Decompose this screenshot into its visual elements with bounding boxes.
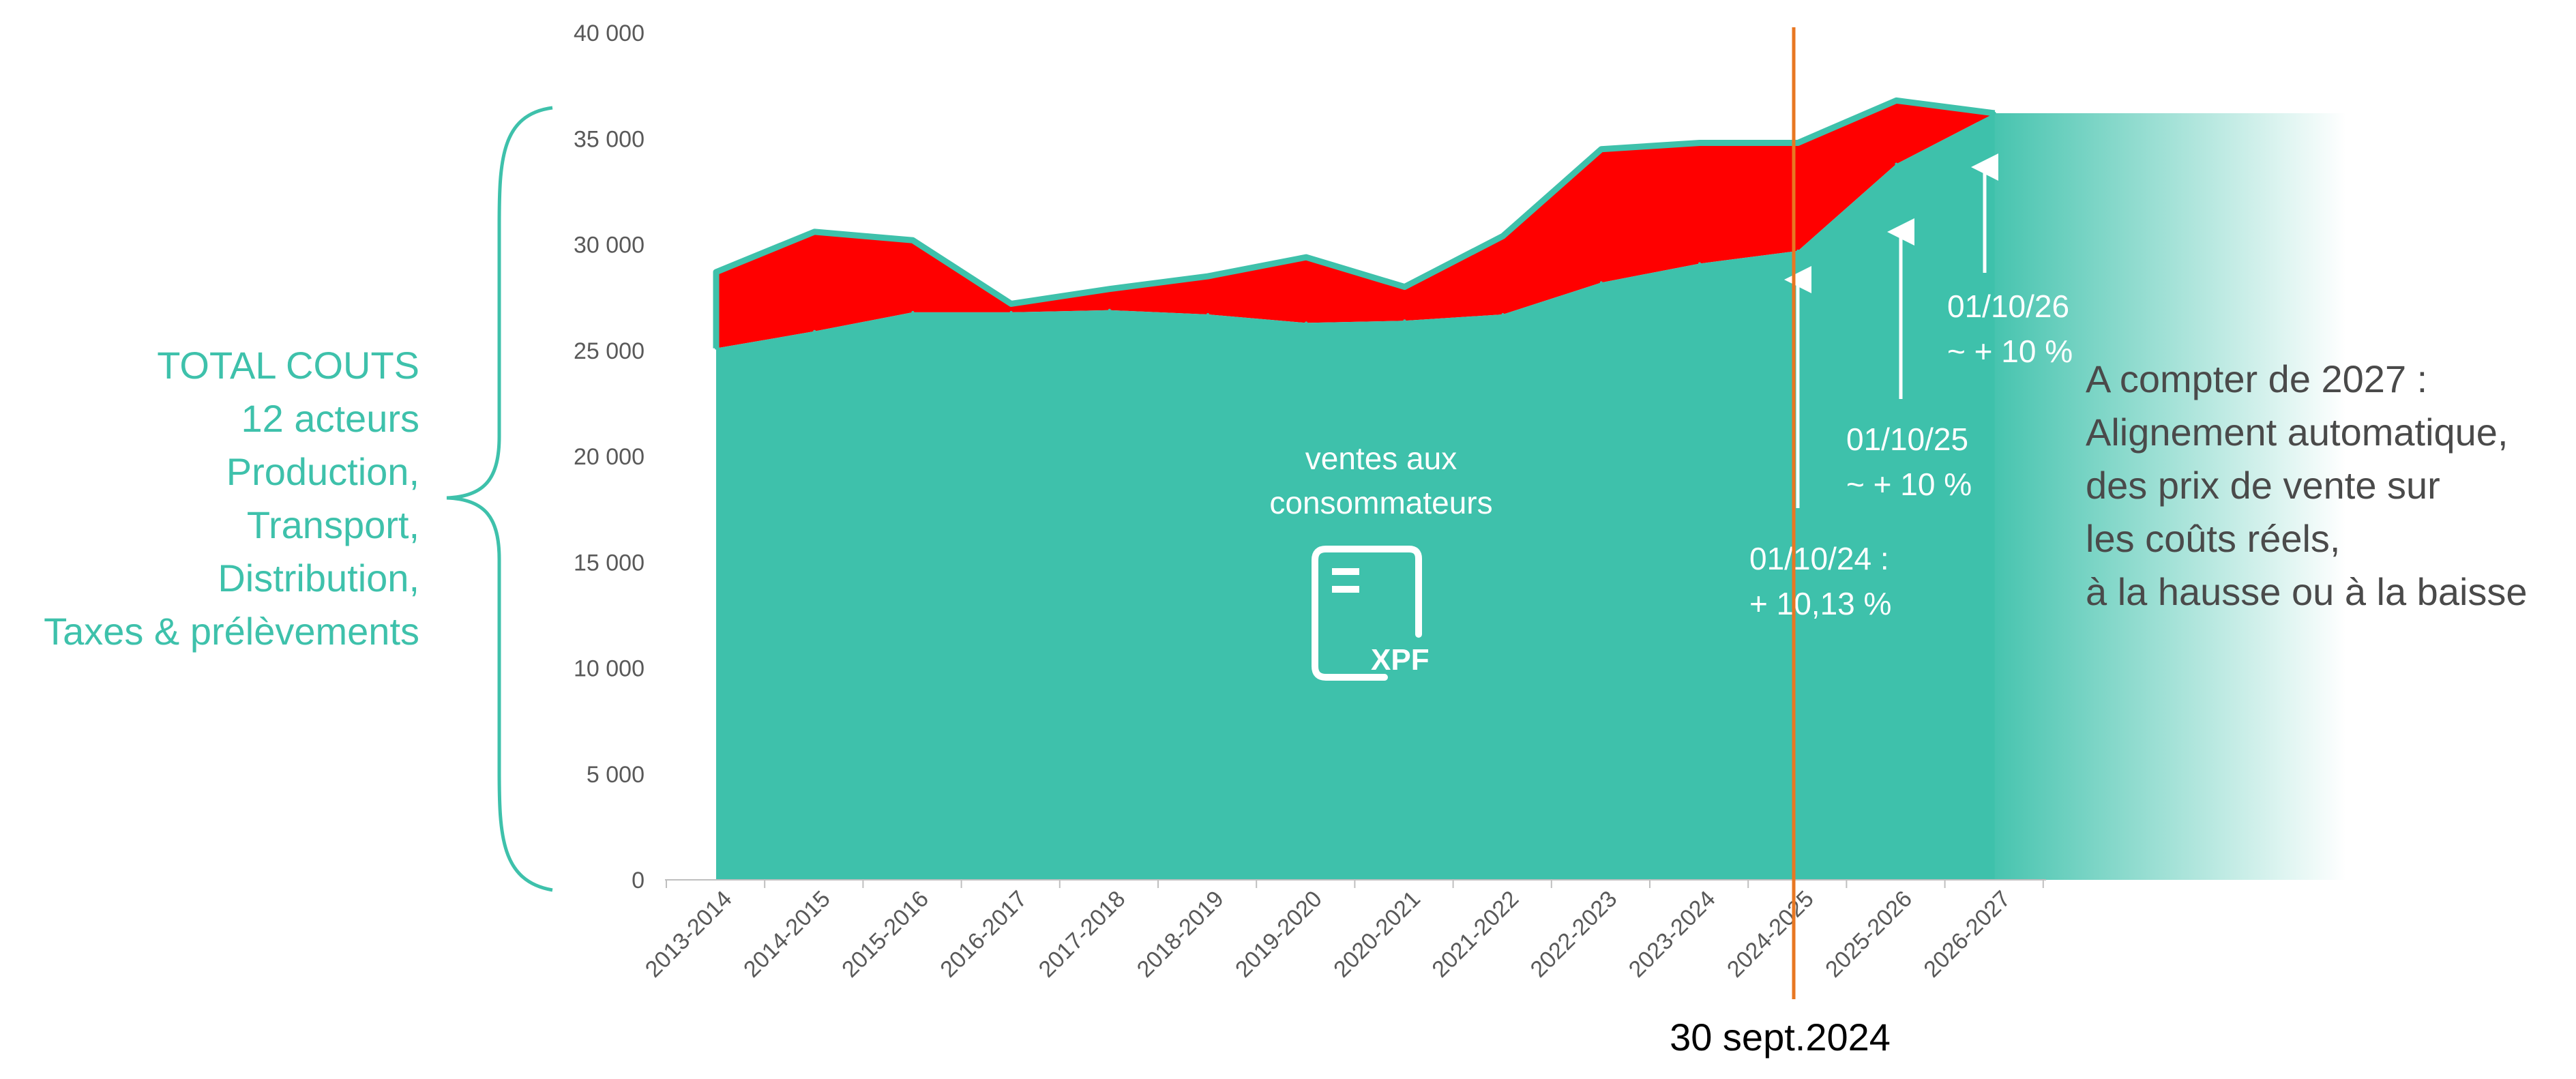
x-tick-label: 2026-2027 bbox=[1919, 886, 2015, 983]
y-tick-label: 25 000 bbox=[574, 338, 645, 364]
x-tick-label: 2023-2024 bbox=[1624, 886, 1721, 983]
area-layer bbox=[713, 97, 2346, 881]
x-tick-label: 2019-2020 bbox=[1230, 886, 1327, 983]
y-tick-label: 10 000 bbox=[574, 656, 645, 682]
sales-point bbox=[1108, 308, 1111, 312]
cost-point bbox=[1501, 235, 1505, 238]
x-tick-label: 2015-2016 bbox=[837, 886, 934, 983]
sales-label-line: consommateurs bbox=[1269, 485, 1492, 520]
total-costs-label-line: TOTAL COUTS bbox=[157, 344, 419, 387]
cost-point bbox=[1796, 141, 1800, 145]
x-tick-label: 2021-2022 bbox=[1427, 886, 1524, 983]
total-costs-label: TOTAL COUTS 12 acteurs Production, Transpor… bbox=[44, 344, 419, 653]
brace-shape bbox=[446, 106, 553, 892]
y-tick-label: 20 000 bbox=[574, 444, 645, 470]
sales-point bbox=[1599, 281, 1603, 284]
x-tick-label: 2024-2025 bbox=[1722, 886, 1819, 983]
y-tick-label: 15 000 bbox=[574, 550, 645, 576]
note-line: des prix de vente sur bbox=[2086, 464, 2440, 507]
x-tick-label: 2014-2015 bbox=[739, 886, 835, 983]
x-tick-label: 2017-2018 bbox=[1034, 886, 1131, 983]
cost-point bbox=[1305, 256, 1308, 259]
costs-area bbox=[716, 100, 1995, 349]
increase-annotation-line: + 10,13 % bbox=[1749, 586, 1891, 621]
automatic-alignment-note: A compter de 2027 : Alignement automatiqu… bbox=[2086, 357, 2528, 613]
cost-point bbox=[715, 270, 717, 274]
side-brace bbox=[446, 106, 553, 892]
total-costs-label-line: Taxes & prélèvements bbox=[44, 610, 419, 653]
x-tick-label: 2018-2019 bbox=[1132, 886, 1229, 983]
sales-point bbox=[1698, 262, 1701, 265]
x-tick-label: 2013-2014 bbox=[640, 886, 737, 983]
total-costs-label-line: 12 acteurs bbox=[241, 397, 420, 440]
xpf-icon-text: XPF bbox=[1371, 643, 1430, 677]
projection-fade-area bbox=[1977, 113, 2346, 881]
x-tick-label: 2020-2021 bbox=[1329, 886, 1425, 983]
increase-annotation-line: ~ + 10 % bbox=[1947, 334, 2073, 369]
cost-point bbox=[1206, 275, 1209, 278]
date-marker: 30 sept.2024 bbox=[1670, 27, 1891, 1059]
y-tick-label: 30 000 bbox=[574, 233, 645, 258]
cost-point bbox=[1009, 302, 1013, 306]
x-tick-label: 2022-2023 bbox=[1526, 886, 1623, 983]
cost-point bbox=[1895, 99, 1898, 102]
increase-annotation-line: ~ + 10 % bbox=[1846, 467, 1972, 502]
cost-point bbox=[813, 230, 816, 233]
y-tick-label: 5 000 bbox=[587, 762, 645, 788]
sales-point bbox=[1501, 312, 1505, 316]
increase-annotation-line: 01/10/25 bbox=[1846, 422, 1968, 457]
sales-point bbox=[715, 346, 717, 350]
total-costs-label-line: Transport, bbox=[247, 503, 419, 546]
sales-point bbox=[1895, 162, 1898, 166]
price-increase-annotations: 01/10/24 : + 10,13 % 01/10/25 ~ + 10 % 01/10… bbox=[1749, 153, 2073, 621]
cost-point bbox=[1698, 141, 1701, 145]
x-tick-label: 2016-2017 bbox=[935, 886, 1032, 983]
sales-point bbox=[1305, 321, 1308, 325]
note-line: A compter de 2027 : bbox=[2086, 357, 2427, 400]
date-marker-label: 30 sept.2024 bbox=[1670, 1016, 1891, 1059]
xpf-invoice-icon: XPF bbox=[1312, 546, 1430, 681]
sales-point bbox=[1796, 249, 1800, 252]
y-tick-label: 0 bbox=[632, 868, 645, 893]
cost-point bbox=[1108, 287, 1111, 291]
increase-annotation-line: 01/10/26 bbox=[1947, 289, 2069, 324]
sales-label-line: ventes aux bbox=[1305, 441, 1457, 476]
note-line: les coûts réels, bbox=[2086, 517, 2341, 560]
y-tick-label: 40 000 bbox=[574, 20, 645, 46]
cost-point bbox=[1599, 147, 1603, 151]
sales-point bbox=[911, 310, 915, 314]
sales-point bbox=[1206, 312, 1209, 316]
total-costs-label-line: Distribution, bbox=[218, 557, 419, 600]
note-line: à la hausse ou à la baisse bbox=[2086, 570, 2528, 613]
sales-label-group: ventes aux consommateurs XPF bbox=[1269, 441, 1493, 681]
sales-area bbox=[716, 113, 1995, 881]
sales-point bbox=[1009, 310, 1013, 314]
sales-point bbox=[813, 329, 816, 333]
note-line: Alignement automatique, bbox=[2086, 411, 2508, 454]
cost-point bbox=[1993, 111, 1996, 115]
total-costs-label-line: Production, bbox=[226, 450, 419, 493]
y-tick-label: 35 000 bbox=[574, 126, 645, 152]
x-tick-label: 2025-2026 bbox=[1820, 886, 1917, 983]
increase-annotation-line: 01/10/24 : bbox=[1749, 541, 1889, 576]
sales-point bbox=[1403, 319, 1406, 323]
cost-point bbox=[911, 239, 915, 242]
cost-point bbox=[1403, 285, 1406, 289]
